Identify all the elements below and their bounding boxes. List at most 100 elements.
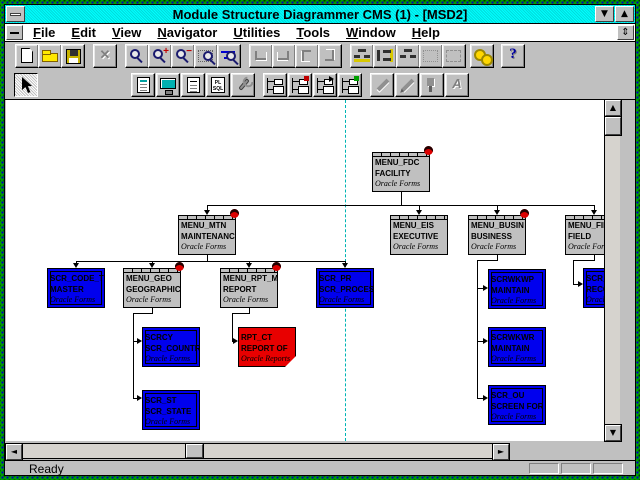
child-system-menu-button[interactable] — [6, 25, 23, 40]
connector — [133, 341, 138, 342]
create-form-module-button[interactable] — [131, 73, 155, 97]
child-restore-button[interactable]: ⇕ — [617, 25, 634, 40]
arrowhead — [494, 210, 500, 215]
connector — [133, 398, 138, 399]
module-box-menu-fdc[interactable]: MENU_FDC FACILITY Oracle Forms — [372, 146, 433, 192]
system-menu-icon — [10, 13, 21, 16]
collapse-node-button[interactable] — [313, 73, 337, 97]
menu-bar: File Edit View Navigator Utilities Tools Windo… — [5, 24, 635, 42]
expand-node-marked-button[interactable] — [288, 73, 312, 97]
menu-edit-key: E — [71, 25, 81, 40]
module-box-scrwkwp[interactable]: SCRWKWP MAINTAIN Oracle Forms — [488, 269, 546, 309]
left-arrow-icon: ◄ — [10, 447, 18, 456]
requery-button[interactable] — [470, 44, 494, 68]
scroll-down-button[interactable]: ▼ — [605, 425, 621, 441]
menu-navigator[interactable]: Navigator — [149, 25, 225, 40]
module-box-rpt-ct[interactable]: RPT_CT REPORT OF Oracle Reports — [238, 327, 296, 367]
open-diagram-button[interactable] — [38, 44, 62, 68]
layout-vertical-button[interactable] — [373, 44, 397, 68]
module-name: MENU_RPT_M — [223, 274, 277, 283]
new-diagram-button[interactable] — [15, 44, 39, 68]
menu-help[interactable]: Help — [404, 25, 448, 40]
menu-edit[interactable]: Edit — [63, 25, 104, 40]
scroll-up-button[interactable]: ▲ — [605, 100, 621, 116]
module-desc: REPORT — [223, 285, 257, 294]
module-box-menu-eis[interactable]: MENU_EIS EXECUTIVE Oracle Forms — [390, 215, 448, 255]
module-box-scr-st[interactable]: SCR_ST SCR_STATE Oracle Forms — [142, 390, 200, 430]
module-desc: MAINTAIN — [491, 344, 530, 353]
module-name: SCR_OU — [491, 391, 525, 400]
module-tech: Oracle Forms — [568, 242, 604, 251]
save-diagram-button[interactable] — [61, 44, 85, 68]
connector — [401, 192, 402, 205]
zoom-area-button[interactable] — [194, 44, 218, 68]
scroll-left-button[interactable]: ◄ — [6, 444, 22, 460]
magnifier-fit-icon — [226, 51, 236, 61]
red-marker-icon — [304, 76, 309, 81]
gears-icon — [474, 49, 493, 66]
create-screen-module-button[interactable] — [156, 73, 180, 97]
status-panel — [593, 463, 623, 474]
menu-utilities[interactable]: Utilities — [225, 25, 288, 40]
module-desc: MAINTAIN — [491, 286, 530, 295]
module-name: MENU_MTN — [181, 221, 227, 230]
magnifier-icon — [130, 49, 140, 59]
elbow-link-icon — [325, 50, 334, 61]
module-desc: MASTER — [50, 285, 84, 294]
module-name: MENU_FIELD — [568, 221, 604, 230]
horizontal-scrollbar[interactable]: ◄ ► — [6, 443, 509, 460]
module-tech: Oracle Forms — [471, 242, 517, 251]
zoom-in-button[interactable]: + — [148, 44, 172, 68]
module-desc: FACILITY — [375, 169, 411, 178]
maximize-button[interactable]: ▲ — [615, 6, 634, 22]
connector — [573, 284, 579, 285]
flag-dot — [175, 262, 184, 271]
zoom-normal-button[interactable] — [125, 44, 149, 68]
vertical-scroll-thumb[interactable] — [605, 117, 621, 135]
menu-view-key: V — [111, 25, 121, 40]
create-utility-module-button[interactable] — [231, 73, 255, 97]
module-box-scr-pr[interactable]: SCR_PR SCR_PROCES Oracle Forms — [316, 268, 374, 308]
horizontal-scroll-thumb[interactable] — [186, 444, 203, 458]
module-box-scrcy[interactable]: SCRCY SCR_COUNTR Oracle Forms — [142, 327, 200, 367]
module-box-scr-wr[interactable]: SCR_WR RECONC Oracle Forms — [583, 268, 604, 308]
module-box-menu-geo[interactable]: MENU_GEO GEOGRAPHIC Oracle Forms — [123, 262, 184, 308]
menu-view[interactable]: View — [104, 25, 149, 40]
module-box-scr-ou[interactable]: SCR_OU SCREEN FOR Oracle Forms — [488, 385, 546, 425]
create-plsql-module-button[interactable]: PL SQL — [206, 73, 230, 97]
help-button[interactable]: ? — [501, 44, 525, 68]
create-report-module-button[interactable] — [181, 73, 205, 97]
expand-node-button[interactable] — [263, 73, 287, 97]
menu-tools[interactable]: Tools — [288, 25, 338, 40]
layout-icon — [400, 49, 416, 62]
zoom-out-button[interactable]: − — [171, 44, 195, 68]
expand-all-button[interactable] — [338, 73, 362, 97]
connector — [207, 205, 595, 206]
menu-file[interactable]: File — [25, 25, 63, 40]
diagram-canvas[interactable]: MENU_FDC FACILITY Oracle Forms MENU_MTN … — [6, 100, 604, 441]
flag-dot — [272, 262, 281, 271]
module-name: SCRWKWR — [491, 333, 535, 342]
layout-compact-button[interactable] — [396, 44, 420, 68]
title-bar[interactable]: Module Structure Diagrammer CMS (1) - [M… — [5, 5, 635, 24]
layout-horizontal-button[interactable] — [350, 44, 374, 68]
scroll-right-button[interactable]: ► — [493, 444, 509, 460]
x-icon: ✕ — [99, 47, 111, 62]
select-area-2-button-disabled — [442, 44, 466, 68]
system-menu-button[interactable] — [6, 6, 25, 22]
select-pointer-button[interactable] — [14, 73, 38, 97]
module-box-menu-busin[interactable]: MENU_BUSIN BUSINESS Oracle Forms — [468, 209, 529, 255]
module-tech: Oracle Forms — [319, 295, 365, 304]
menu-window[interactable]: Window — [338, 25, 404, 40]
module-box-menu-rpt-m[interactable]: MENU_RPT_M REPORT Oracle Forms — [220, 262, 281, 308]
module-box-scr-code-t[interactable]: SCR_CODE_T MASTER Oracle Forms — [47, 268, 105, 308]
module-box-menu-mtn[interactable]: MENU_MTN MAINTENANC Oracle Forms — [178, 209, 239, 255]
zoom-fit-button[interactable] — [217, 44, 241, 68]
vertical-scrollbar[interactable]: ▲ ▼ — [604, 100, 621, 441]
minimize-button[interactable]: ▼ — [595, 6, 614, 22]
pencil-icon — [376, 78, 390, 92]
module-tech: Oracle Forms — [126, 295, 172, 304]
right-arrow-icon: ► — [497, 447, 505, 456]
module-box-scrwkwr[interactable]: SCRWKWR MAINTAIN Oracle Forms — [488, 327, 546, 367]
module-box-menu-field[interactable]: MENU_FIELD FIELD Oracle Forms — [565, 215, 604, 255]
